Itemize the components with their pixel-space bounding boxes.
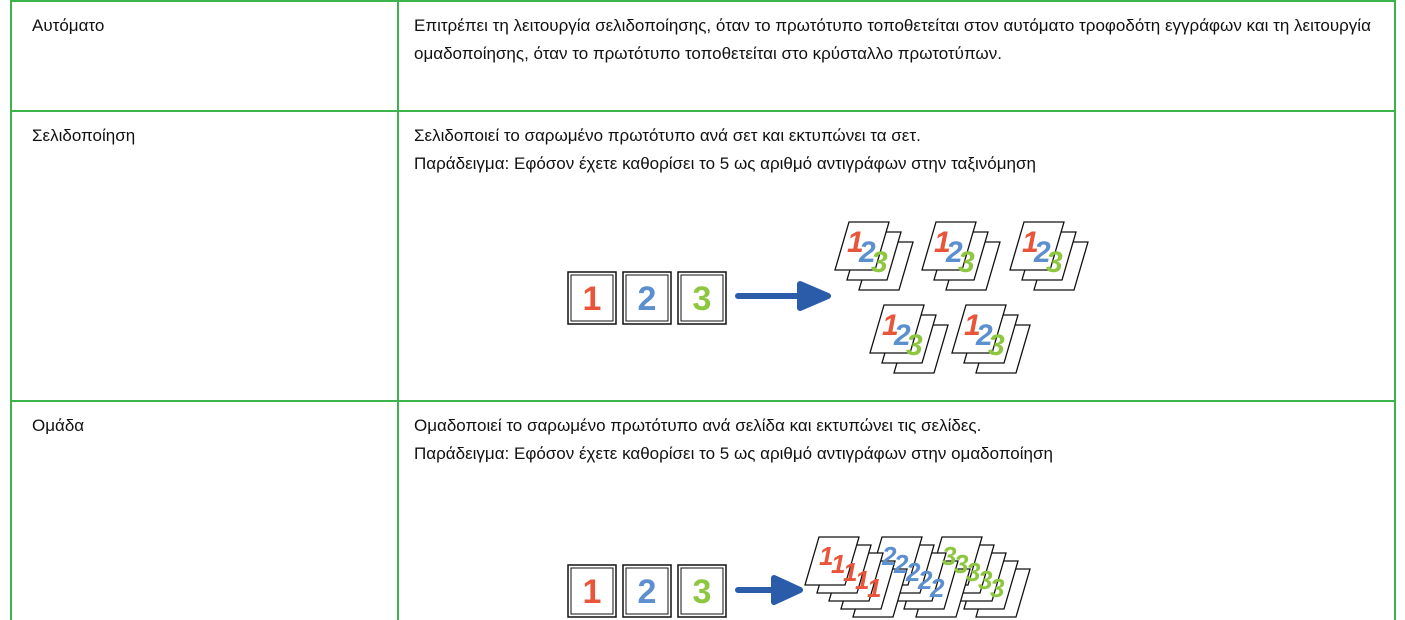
output-sheet	[921, 221, 977, 271]
sheet-number: 3	[958, 246, 975, 279]
original-page	[677, 564, 727, 618]
original-page	[622, 564, 672, 618]
sheet-number: 2	[905, 557, 921, 587]
mode-name: Σελιδοποίηση	[32, 126, 136, 145]
original-page-inner	[625, 274, 669, 322]
sheet-number: 1	[1022, 226, 1039, 259]
sheet-number: 3	[906, 329, 923, 362]
mode-name: Ομάδα	[32, 416, 85, 435]
row-border	[10, 400, 1396, 402]
sheet-number: 3	[990, 573, 1005, 603]
page-number: 2	[638, 573, 657, 611]
original-page-inner	[680, 567, 724, 615]
description-text: Παράδειγμα: Εφόσον έχετε καθορίσει το 5 …	[414, 154, 1036, 173]
original-page	[677, 271, 727, 325]
page-number: 3	[693, 573, 712, 611]
sheet-number: 2	[945, 236, 963, 269]
description: Ομαδοποιεί το σαρωμένο πρωτότυπο ανά σελ…	[414, 412, 1384, 468]
sheet-number: 2	[893, 319, 911, 352]
sheet-number: 3	[942, 541, 957, 571]
column-divider	[397, 0, 399, 620]
sheet-number: 2	[1033, 236, 1051, 269]
sheet-number: 3	[978, 565, 993, 595]
page-number: 1	[583, 573, 602, 611]
sheet-number: 1	[964, 309, 981, 342]
sheet-number: 1	[882, 309, 899, 342]
page-number: 2	[638, 280, 657, 318]
output-sheet	[1009, 221, 1065, 271]
description-text: Σελιδοποιεί το σαρωμένο πρωτότυπο ανά σε…	[414, 126, 921, 145]
sheet-number: 1	[819, 541, 833, 571]
table-border	[1394, 0, 1396, 620]
arrow	[735, 281, 831, 311]
output-sheet	[951, 304, 1007, 354]
original-page-inner	[570, 567, 614, 615]
table-border	[10, 0, 12, 620]
output-sheet	[804, 536, 860, 586]
original-page-inner	[680, 274, 724, 322]
original-page	[567, 271, 617, 325]
sheet-number: 3	[871, 246, 888, 279]
page-number: 3	[693, 280, 712, 318]
original-page	[567, 564, 617, 618]
row-border	[10, 110, 1396, 112]
sheet-number: 3	[1046, 246, 1063, 279]
sheet-number: 3	[988, 329, 1005, 362]
arrow	[735, 575, 803, 605]
description-text: Ομαδοποιεί το σαρωμένο πρωτότυπο ανά σελ…	[414, 416, 982, 435]
page-number: 1	[583, 280, 602, 318]
description: Επιτρέπει τη λειτουργία σελιδοποίησης, ό…	[414, 12, 1384, 68]
row-border	[10, 0, 1396, 2]
description-text: Επιτρέπει τη λειτουργία σελιδοποίησης, ό…	[414, 16, 1371, 63]
original-page-inner	[570, 274, 614, 322]
sheet-number: 2	[917, 565, 933, 595]
sheet-number: 2	[929, 573, 945, 603]
sheet-number: 1	[843, 557, 857, 587]
sheet-number: 1	[934, 226, 951, 259]
original-page-inner	[625, 567, 669, 615]
output-sheet	[869, 304, 925, 354]
output-sheet	[834, 221, 890, 271]
sheet-number: 1	[867, 573, 881, 603]
description: Σελιδοποιεί το σαρωμένο πρωτότυπο ανά σε…	[414, 122, 1384, 178]
sheet-number: 2	[881, 541, 897, 571]
sheet-number: 2	[858, 236, 876, 269]
sheet-number: 3	[966, 557, 981, 587]
mode-name: Αυτόματο	[32, 16, 105, 35]
sheet-number: 1	[855, 565, 869, 595]
original-page	[622, 271, 672, 325]
sheet-number: 1	[847, 226, 864, 259]
sheet-number: 1	[831, 549, 845, 579]
sheet-number: 2	[975, 319, 993, 352]
sheet-number: 3	[954, 549, 969, 579]
description-text: Παράδειγμα: Εφόσον έχετε καθορίσει το 5 …	[414, 444, 1053, 463]
sheet-number: 2	[893, 549, 909, 579]
